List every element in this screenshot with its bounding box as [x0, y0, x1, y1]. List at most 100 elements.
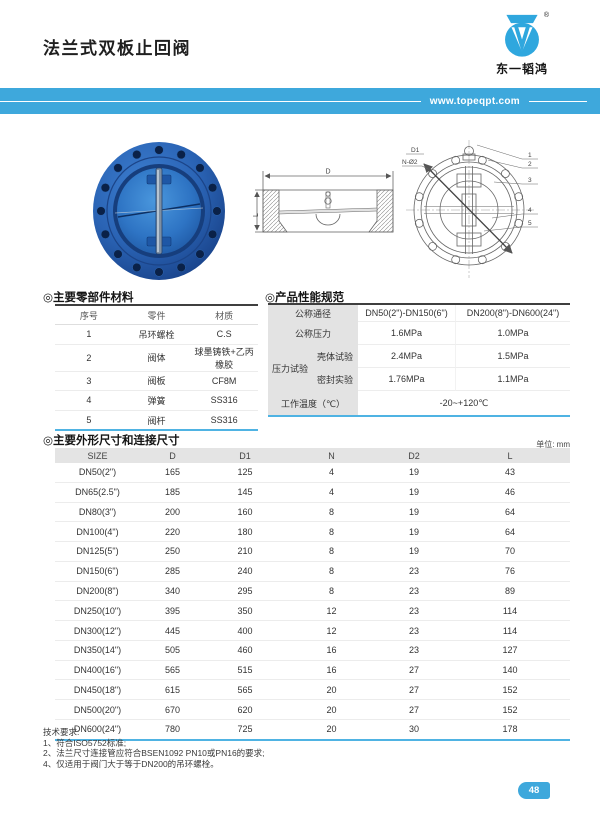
dimensions-cell: DN50(2") — [55, 463, 140, 483]
top-banner: www.topeqpt.com — [0, 88, 600, 114]
dimensions-header-cell: L — [450, 448, 570, 463]
front-view-drawing: D1 N-Ø2 1 2 3 4 5 — [402, 140, 538, 278]
dimensions-cell: 210 — [205, 541, 285, 562]
dimensions-cell: 64 — [450, 502, 570, 523]
dimensions-cell: 780 — [164, 724, 181, 735]
table-row: DN80(3") 200 160 8 19 64 — [55, 502, 570, 523]
dim-label-n2: N-Ø2 — [402, 159, 418, 166]
dim-label-d1: D1 — [411, 147, 420, 154]
perf-value: DN200(8")-DN600(24") — [455, 305, 570, 322]
dimensions-cell: 30 — [408, 724, 419, 735]
unit-note: 单位: mm — [536, 440, 570, 449]
materials-header-cell: 材质 — [190, 305, 258, 325]
dimensions-cell: 8 — [285, 561, 378, 582]
page-title: 法兰式双板止回阀 — [43, 39, 191, 58]
perf-label-working-temp: 工作温度（℃） — [268, 391, 358, 415]
dimensions-cell: 565 — [205, 679, 285, 701]
dimensions-cell: DN100(4") — [55, 521, 140, 543]
dimensions-cell: 565 — [140, 660, 205, 681]
dimensions-cell: 16 — [285, 640, 378, 661]
dimensions-cell: 185 — [140, 482, 205, 503]
brand-logo: ® 东一韬鸿 — [492, 12, 552, 77]
table-row: DN400(16") 565 515 16 27 140 — [55, 660, 570, 681]
dimensions-header-cell: D — [140, 448, 205, 463]
dimensions-cell: 515 — [205, 660, 285, 681]
dimensions-cell: 70 — [450, 541, 570, 562]
dimensions-cell: DN125(5") — [55, 541, 140, 562]
dimensions-cell: 23 — [378, 620, 450, 641]
dimensions-cell: 27 — [378, 699, 450, 720]
dimensions-cell: 240 — [205, 561, 285, 582]
callout-1: 1 — [528, 152, 532, 159]
dimensions-cell: 180 — [205, 521, 285, 543]
dimensions-table: SIZE D D1 N D2 L DN50(2") 165 125 4 19 43 DN65(2.5"… — [55, 448, 570, 741]
banner-line-left — [0, 100, 421, 102]
perf-value: 1.76MPa — [358, 368, 455, 391]
dimensions-cell: 4 — [285, 463, 378, 483]
table-row: DN250(10") 395 350 12 23 114 — [55, 600, 570, 622]
table-row: DN50(2") 165 125 4 19 43 — [55, 463, 570, 483]
perf-label-shell-test: 壳体试验 — [312, 345, 358, 368]
materials-header-cell: 序号 — [55, 305, 123, 325]
callout-3: 3 — [528, 177, 532, 184]
perf-label-nominal-pressure: 公称压力 — [268, 322, 358, 345]
materials-cell: 阀体 — [122, 344, 191, 372]
dimensions-cell: DN400(16") — [55, 660, 140, 681]
dimensions-cell: 64 — [450, 521, 570, 543]
materials-cell: 吊环螺栓 — [122, 324, 191, 345]
dimensions-cell: 340 — [140, 581, 205, 602]
table-row: DN65(2.5") 185 145 4 19 46 — [55, 482, 570, 503]
materials-table: 序号 零件 材质 1 吊环螺栓 C.S 2 阀体 球墨铸铁+乙丙橡胶 3 阀板 CF8M 4 弹簧 SS3… — [55, 304, 258, 432]
dimensions-cell: 615 — [140, 679, 205, 701]
dimensions-cell: DN200(8") — [55, 581, 140, 602]
materials-cell: 球墨铸铁+乙丙橡胶 — [190, 344, 258, 372]
valve-photo — [93, 142, 225, 280]
performance-table: 公称通径 DN50(2")-DN150(6") DN200(8")-DN600(… — [268, 303, 570, 417]
dimensions-cell: 285 — [140, 561, 205, 582]
dimensions-cell: 152 — [450, 679, 570, 701]
dimensions-cell: 27 — [378, 679, 450, 701]
dimensions-header-cell: SIZE — [55, 448, 140, 463]
dimensions-cell: 27 — [378, 660, 450, 681]
materials-cell: 2 — [55, 344, 123, 372]
table-row: DN200(8") 340 295 8 23 89 — [55, 581, 570, 602]
perf-label-nominal-diameter: 公称通径 — [268, 305, 358, 322]
dimensions-cell: 145 — [205, 482, 285, 503]
perf-value: 1.0MPa — [455, 322, 570, 345]
dimensions-header-row: SIZE D D1 N D2 L — [55, 448, 570, 463]
perf-label-seal-test: 密封实验 — [312, 368, 358, 391]
brand-name: 东一韬鸿 — [495, 62, 548, 76]
materials-cell: 阀杆 — [147, 415, 166, 426]
note-item: 4、仅适用于阀门大于等于DN200的吊环螺栓。 — [43, 758, 219, 769]
materials-cell: 阀板 — [122, 371, 191, 392]
banner-url: www.topeqpt.com — [429, 95, 520, 107]
dimensions-cell: DN450(18") — [55, 679, 140, 701]
performance-section-title: ◎产品性能规范 — [265, 292, 345, 304]
perf-label-pressure-test: 压力试验 — [268, 345, 312, 391]
dimensions-cell: 620 — [205, 699, 285, 720]
dimensions-header-cell: D1 — [205, 448, 285, 463]
dimensions-cell: DN250(10") — [55, 600, 140, 622]
dim-label-l: L — [253, 213, 260, 217]
dimensions-cell: 400 — [205, 620, 285, 641]
dimensions-cell: 160 — [205, 502, 285, 523]
dimensions-cell: 8 — [285, 581, 378, 602]
table-row: 5 阀杆 SS316 — [55, 410, 258, 430]
dimensions-cell: 19 — [378, 482, 450, 503]
dimensions-cell: 4 — [285, 482, 378, 503]
dimensions-cell: 460 — [205, 640, 285, 661]
dimensions-cell: 20 — [326, 724, 337, 735]
perf-value: 1.1MPa — [455, 368, 570, 391]
dimensions-section-title: ◎主要外形尺寸和连接尺寸 — [43, 435, 180, 447]
perf-value: DN50(2")-DN150(6") — [358, 305, 455, 322]
table-row: 3 阀板 CF8M — [55, 371, 258, 392]
callout-4: 4 — [528, 207, 532, 214]
materials-cell: CF8M — [190, 371, 258, 392]
dimensions-cell: 8 — [285, 521, 378, 543]
dimensions-cell: 114 — [450, 600, 570, 622]
dimensions-cell: DN300(12") — [55, 620, 140, 641]
dimensions-cell: 23 — [378, 581, 450, 602]
dimensions-cell: DN80(3") — [55, 502, 140, 523]
dimensions-cell: 200 — [140, 502, 205, 523]
